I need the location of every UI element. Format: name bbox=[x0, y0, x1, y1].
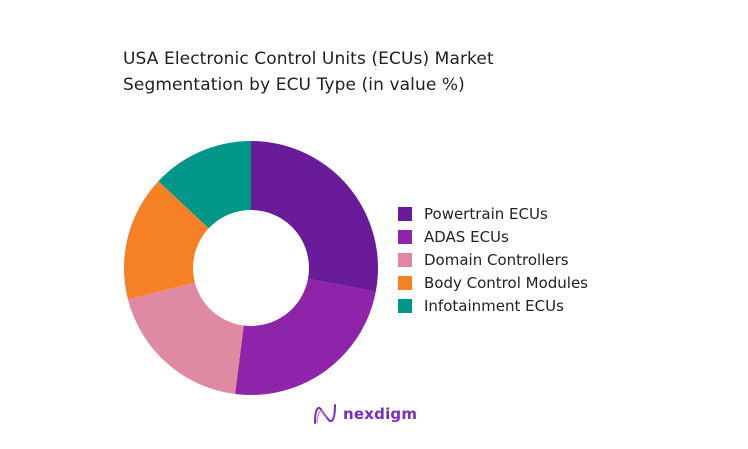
legend-item-infotainment: Infotainment ECUs bbox=[398, 294, 588, 317]
legend-swatch bbox=[398, 298, 412, 313]
legend-label: Infotainment ECUs bbox=[424, 296, 564, 315]
legend-item-adas: ADAS ECUs bbox=[398, 225, 588, 248]
legend-item-domain-controllers: Domain Controllers bbox=[398, 248, 588, 271]
legend-swatch bbox=[398, 229, 412, 244]
chart-title: USA Electronic Control Units (ECUs) Mark… bbox=[123, 46, 494, 98]
donut-slice-domain-controllers bbox=[127, 282, 244, 394]
donut-slice-adas-ecus bbox=[235, 278, 376, 395]
brand-logo: nexdigm bbox=[313, 403, 417, 425]
chart-title-line-1: USA Electronic Control Units (ECUs) Mark… bbox=[123, 49, 494, 69]
legend-swatch bbox=[398, 252, 412, 267]
legend-swatch bbox=[398, 275, 412, 290]
legend-item-powertrain: Powertrain ECUs bbox=[398, 202, 588, 225]
legend-label: Powertrain ECUs bbox=[424, 204, 548, 223]
donut-slice-infotainment-ecus bbox=[158, 141, 251, 229]
legend-label: Body Control Modules bbox=[424, 273, 588, 292]
nexdigm-wave-icon bbox=[314, 404, 336, 424]
legend-item-body-control: Body Control Modules bbox=[398, 271, 588, 294]
brand-name: nexdigm bbox=[343, 405, 418, 423]
legend-label: ADAS ECUs bbox=[424, 227, 509, 246]
donut-slice-powertrain-ecus bbox=[251, 141, 379, 292]
donut-slice-body-control-modules bbox=[124, 181, 209, 300]
chart-title-line-2: Segmentation by ECU Type (in value %) bbox=[123, 75, 465, 95]
chart-legend: Powertrain ECUs ADAS ECUs Domain Control… bbox=[398, 202, 588, 317]
legend-swatch bbox=[398, 206, 412, 221]
legend-label: Domain Controllers bbox=[424, 250, 569, 269]
